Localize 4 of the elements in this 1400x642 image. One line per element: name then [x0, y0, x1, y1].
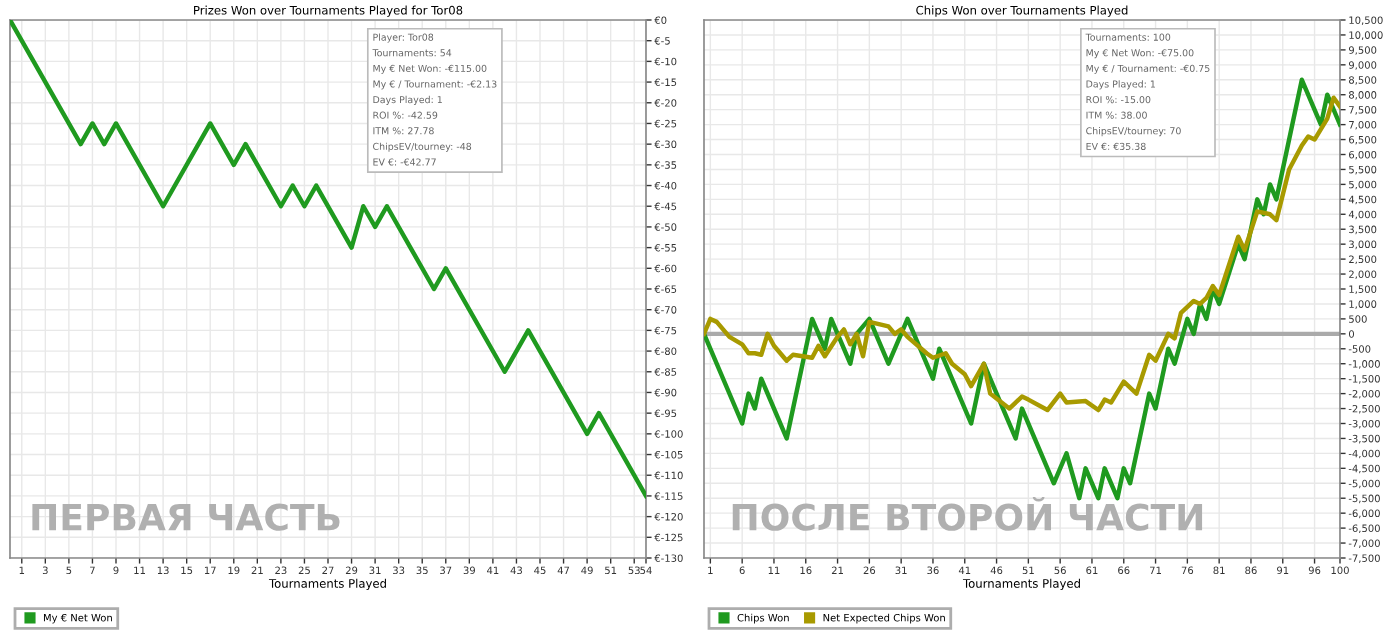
annotation: ПОСЛЕ ВТОРОЙ ЧАСТИ: [732, 496, 1203, 531]
annotation: ПЕРВАЯ ЧАСТЬ: [32, 503, 340, 531]
line-series: [704, 95, 1340, 413]
line-series: [704, 77, 1340, 501]
